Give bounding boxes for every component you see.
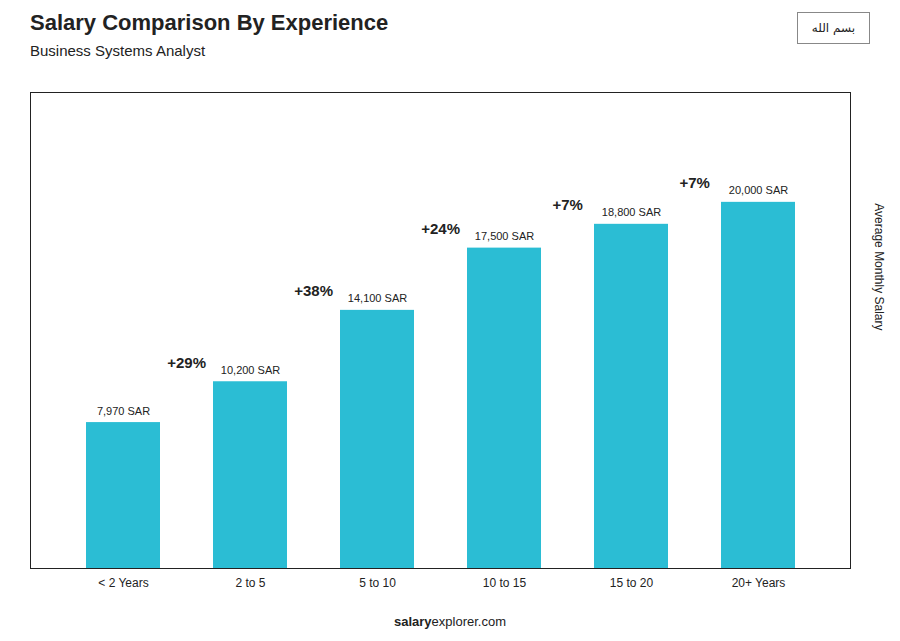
svg-text:10 to 15: 10 to 15 bbox=[483, 576, 527, 590]
svg-text:7,970 SAR: 7,970 SAR bbox=[97, 405, 150, 417]
svg-text:5 to 10: 5 to 10 bbox=[359, 576, 396, 590]
svg-text:17,500 SAR: 17,500 SAR bbox=[475, 230, 534, 242]
svg-text:20+ Years: 20+ Years bbox=[732, 576, 786, 590]
svg-text:14,100 SAR: 14,100 SAR bbox=[348, 292, 407, 304]
html-text:بسم الله: بسم الله bbox=[811, 21, 855, 35]
svg-text:15 to 20: 15 to 20 bbox=[610, 576, 654, 590]
html-text:salary explorer.com: salary explorer.com bbox=[394, 614, 506, 629]
svg-text:+7%: +7% bbox=[679, 174, 709, 191]
html-text:Salary Comparison By Experienc: Salary Comparison By Experience bbox=[30, 10, 389, 35]
svg-text:2 to 5: 2 to 5 bbox=[235, 576, 265, 590]
svg-text:20,000 SAR: 20,000 SAR bbox=[729, 184, 788, 196]
svg-text:+29%: +29% bbox=[167, 354, 206, 371]
svg-text:+7%: +7% bbox=[552, 196, 582, 213]
html-text:Business Systems Analyst: Business Systems Analyst bbox=[30, 42, 206, 59]
svg-text:+38%: +38% bbox=[294, 282, 333, 299]
svg-text:Average Monthly Salary: Average Monthly Salary bbox=[872, 203, 886, 330]
svg-text:+24%: +24% bbox=[421, 220, 460, 237]
svg-text:< 2 Years: < 2 Years bbox=[98, 576, 148, 590]
svg-text:10,200 SAR: 10,200 SAR bbox=[221, 364, 280, 376]
svg-text:18,800 SAR: 18,800 SAR bbox=[602, 206, 661, 218]
